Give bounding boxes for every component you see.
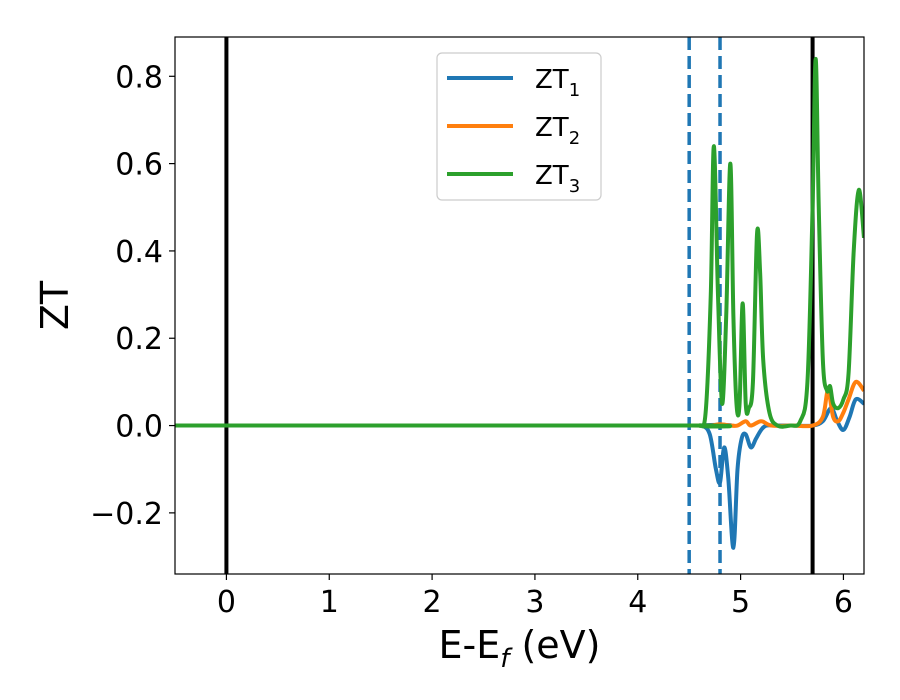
- x-axis: 0 1 2 3 4 5 6: [217, 574, 853, 620]
- series-layer: [175, 56, 864, 550]
- y-tick-label: 0.8: [115, 60, 163, 95]
- x-tick-label: 6: [834, 585, 853, 620]
- x-tick-label: 4: [628, 585, 647, 620]
- y-axis-label: ZT: [33, 280, 77, 330]
- y-axis: −0.2 0.0 0.2 0.4 0.6 0.8: [90, 60, 175, 532]
- y-tick-label: 0.2: [115, 322, 163, 357]
- legend-box: [436, 52, 602, 201]
- y-tick-label: 0.6: [115, 148, 163, 183]
- legend-label-zt1: ZT1: [535, 65, 580, 101]
- plot-frame: [174, 36, 865, 575]
- x-tick-label: 3: [525, 585, 544, 620]
- x-tick-label: 0: [217, 585, 236, 620]
- x-axis-label: E-Ef (eV): [439, 623, 601, 674]
- x-tick-label: 5: [731, 585, 750, 620]
- legend-label-zt3: ZT3: [535, 161, 580, 197]
- series-line-zt3: [175, 56, 864, 429]
- x-tick-label: 2: [423, 585, 442, 620]
- x-axis-label-main: E-E: [439, 623, 501, 667]
- y-tick-label: 0.4: [115, 235, 163, 270]
- y-tick-label: −0.2: [90, 497, 163, 532]
- legend: ZT1 ZT2 ZT3: [436, 52, 602, 201]
- y-tick-label: 0.0: [115, 410, 163, 445]
- x-tick-label: 1: [320, 585, 339, 620]
- legend-label-zt2: ZT2: [535, 113, 580, 149]
- x-axis-label-unit: (eV): [509, 623, 600, 667]
